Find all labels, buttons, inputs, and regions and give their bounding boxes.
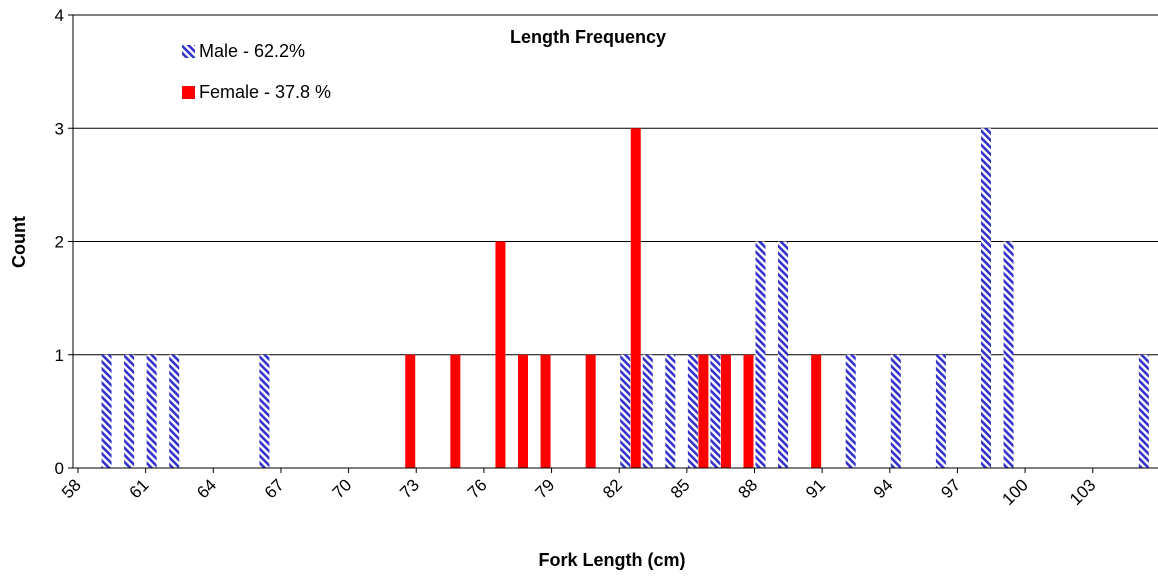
gridlines: [73, 14, 1158, 356]
bar-male: [1138, 354, 1149, 468]
x-tick-label: 70: [329, 475, 356, 502]
bar-female: [720, 354, 731, 468]
x-axis-title: Fork Length (cm): [539, 550, 686, 570]
bar-female: [585, 354, 596, 468]
bar-male: [642, 354, 653, 468]
legend-female-swatch: [182, 86, 195, 99]
x-tick-label: 103: [1066, 475, 1099, 508]
bar-female: [630, 128, 641, 468]
y-tick-label: 4: [55, 6, 64, 25]
bar-female: [495, 241, 506, 468]
y-tick-label: 1: [55, 346, 64, 365]
bar-female: [450, 354, 461, 468]
bars: [101, 128, 1149, 468]
x-tick-label: 91: [802, 475, 829, 502]
y-axis-title: Count: [9, 216, 29, 268]
bar-female: [518, 354, 528, 468]
bar-male: [755, 241, 766, 468]
x-tick-label: 100: [998, 475, 1031, 508]
x-tick-label: 61: [126, 475, 153, 502]
x-tick-label: 85: [667, 475, 694, 502]
legend-male-swatch: [182, 45, 195, 58]
x-tick-label: 97: [937, 475, 964, 502]
bar-male: [101, 354, 112, 468]
legend-female-label: Female - 37.8 %: [199, 82, 331, 102]
bar-male: [146, 354, 157, 468]
bar-female: [540, 354, 551, 468]
legend: Male - 62.2% Female - 37.8 %: [182, 41, 331, 102]
x-tick-label: 64: [193, 475, 220, 502]
bar-male: [845, 354, 856, 468]
x-tick-label: 88: [735, 475, 762, 502]
x-tick-labels: 58 61 64 67 70 73 76 79 82 85 88 91 94 97 100 103: [58, 475, 1100, 508]
y-tick-label: 2: [55, 233, 64, 252]
bar-female: [405, 354, 416, 468]
x-tick-label: 82: [599, 475, 626, 502]
bar-male: [935, 354, 946, 468]
bar-female: [698, 354, 709, 468]
bar-male: [687, 354, 698, 468]
bar-male: [1003, 241, 1014, 468]
y-tick-label: 3: [55, 119, 64, 138]
bar-male: [124, 354, 135, 468]
bar-male: [665, 354, 676, 468]
x-tick-label: 67: [261, 475, 288, 502]
bar-male: [710, 354, 721, 468]
x-tick-label: 73: [396, 475, 423, 502]
bar-male: [981, 128, 991, 468]
axes: [68, 14, 1158, 473]
x-tick-label: 79: [532, 475, 559, 502]
bar-male: [620, 354, 631, 468]
bar-male: [259, 354, 270, 468]
legend-male-label: Male - 62.2%: [199, 41, 305, 61]
x-tick-label: 58: [58, 475, 85, 502]
bar-female: [811, 354, 822, 468]
bar-male: [778, 241, 789, 468]
bar-female: [743, 354, 754, 468]
x-tick-label: 76: [464, 475, 491, 502]
bar-male: [890, 354, 901, 468]
bar-male: [169, 354, 180, 468]
x-tick-label: 94: [870, 475, 897, 502]
y-tick-labels: 0 1 2 3 4: [55, 6, 64, 478]
chart-title: Length Frequency: [510, 27, 666, 47]
y-tick-label: 0: [55, 459, 64, 478]
